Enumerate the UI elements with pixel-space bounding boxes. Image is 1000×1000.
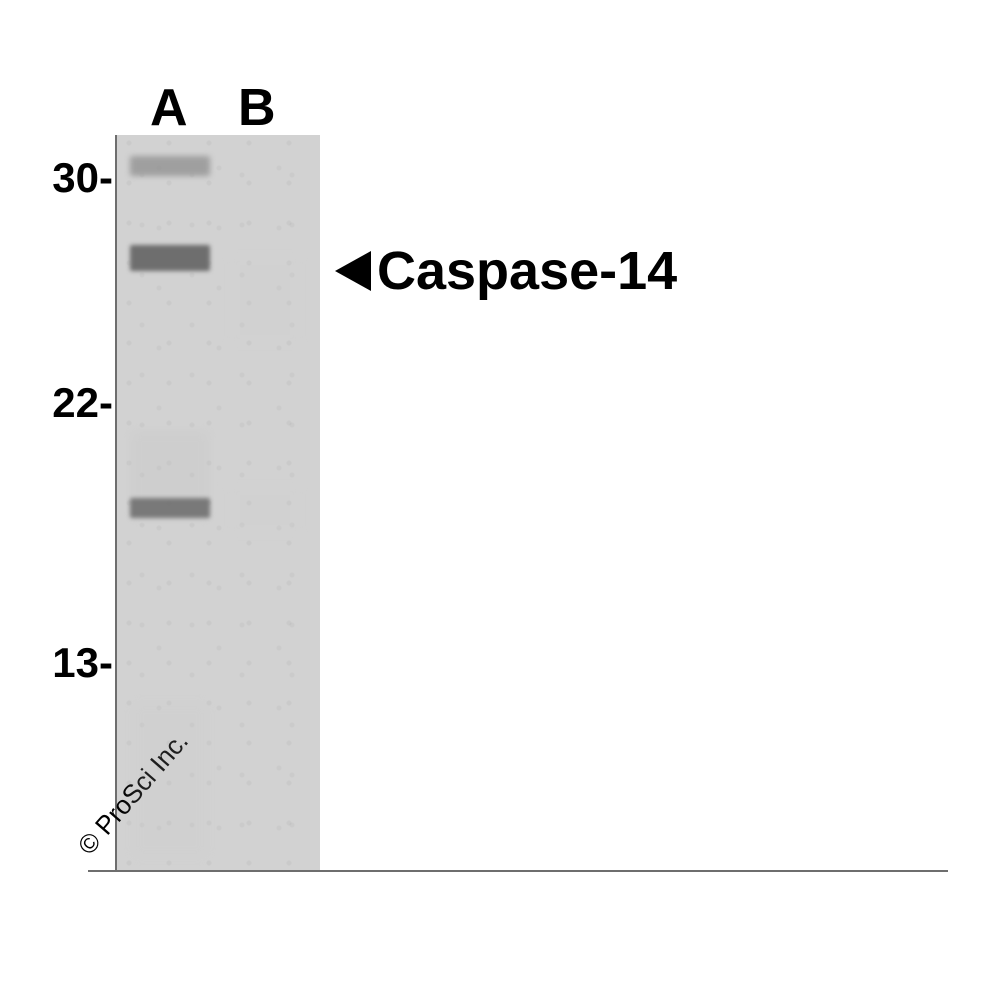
blot-band	[225, 250, 305, 350]
blot-band	[130, 700, 210, 860]
mw-marker-tick: -	[99, 379, 113, 426]
target-label-text: Caspase-14	[377, 240, 677, 302]
mw-marker-30-text: 30	[52, 154, 99, 201]
target-label-caspase-14: Caspase-14	[335, 240, 677, 302]
blot-band	[130, 245, 210, 271]
arrow-left-icon	[335, 251, 371, 291]
mw-marker-30: 30-	[52, 154, 113, 202]
lane-label-b: B	[238, 78, 276, 138]
blot-band	[130, 498, 210, 518]
mw-marker-22: 22-	[52, 379, 113, 427]
mw-marker-tick: -	[99, 639, 113, 686]
mw-marker-13-text: 13	[52, 639, 99, 686]
lane-label-a: A	[150, 78, 188, 138]
figure-canvas: A B 30- 22- 13- Caspase-14 © ProSci Inc.	[0, 0, 1000, 1000]
mw-marker-13: 13-	[52, 639, 113, 687]
mw-marker-22-text: 22	[52, 379, 99, 426]
blot-band	[225, 480, 305, 540]
figure-baseline	[88, 870, 948, 872]
mw-marker-tick: -	[99, 154, 113, 201]
blot-band	[130, 156, 210, 176]
